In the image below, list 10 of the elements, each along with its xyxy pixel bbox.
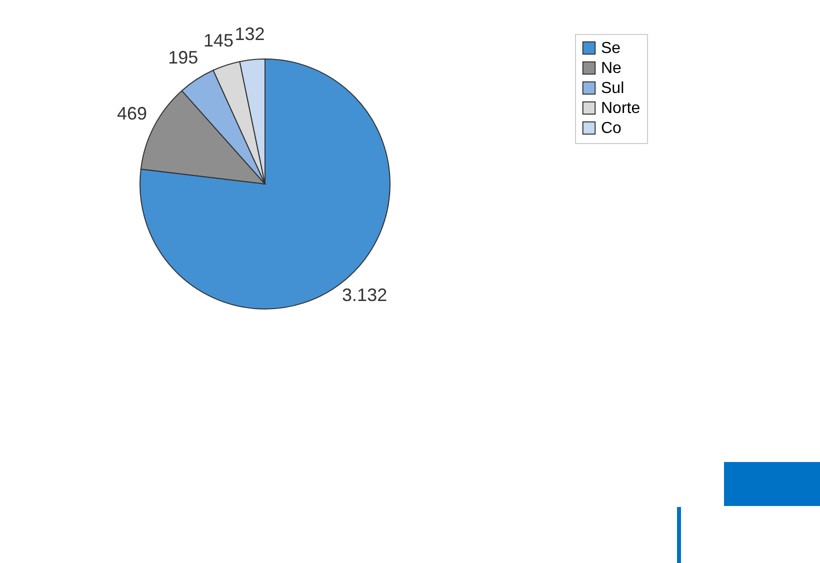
legend-label: Sul [601,80,624,97]
legend-label: Co [601,120,622,137]
legend-label: Norte [601,100,640,117]
data-label: 145 [203,30,234,50]
legend-label: Ne [601,60,622,77]
data-label: 3.132 [342,285,388,306]
data-label: 469 [116,104,148,124]
data-label: 195 [168,47,198,68]
data-label: 132 [234,24,265,44]
legend-label: Se [601,40,621,57]
